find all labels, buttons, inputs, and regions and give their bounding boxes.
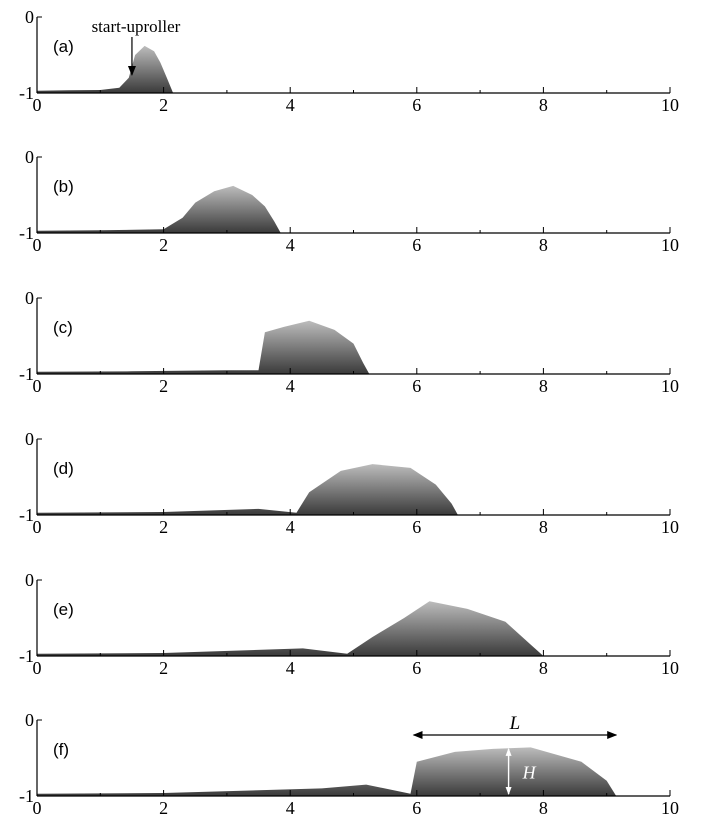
length-label: L (509, 713, 521, 734)
x-tick-label: 0 (33, 658, 42, 678)
current-profile (37, 185, 281, 233)
y-tick-label: -1 (19, 364, 34, 384)
y-tick-label: 0 (25, 147, 34, 167)
x-tick-label: 8 (539, 235, 548, 255)
x-tick-label: 4 (286, 517, 295, 537)
x-tick-label: 2 (159, 517, 168, 537)
x-tick-label: 4 (286, 798, 295, 818)
current-profile (37, 464, 458, 515)
panel: 0 2 4 6 8 10-10(c) (19, 288, 679, 396)
panel: 0 2 4 6 8 10-10(a)start-uproller (19, 7, 679, 115)
x-tick-label: 0 (33, 235, 42, 255)
x-tick-label: 6 (412, 376, 421, 396)
y-tick-label: 0 (25, 429, 34, 449)
x-tick-label: 0 (33, 95, 42, 115)
panel: 0 2 4 6 8 10-10(b) (19, 147, 679, 255)
x-tick-label: 10 (661, 517, 679, 537)
x-tick-label: 10 (661, 658, 679, 678)
x-tick-label: 6 (412, 517, 421, 537)
current-profile (37, 601, 544, 656)
x-tick-label: 10 (661, 376, 679, 396)
current-profile (37, 320, 370, 374)
x-tick-label: 10 (661, 95, 679, 115)
x-tick-label: 8 (539, 517, 548, 537)
current-profile (37, 45, 174, 93)
x-tick-label: 0 (33, 517, 42, 537)
y-tick-label: -1 (19, 505, 34, 525)
panel-label: (f) (53, 740, 69, 759)
y-tick-label: 0 (25, 288, 34, 308)
x-tick-label: 6 (412, 235, 421, 255)
start-uproller-label: start-uproller (92, 17, 181, 36)
x-tick-label: 4 (286, 376, 295, 396)
x-tick-label: 8 (539, 798, 548, 818)
panel-label: (e) (53, 600, 74, 619)
height-label: H (522, 762, 537, 782)
x-tick-label: 4 (286, 658, 295, 678)
x-tick-label: 4 (286, 95, 295, 115)
x-tick-label: 2 (159, 376, 168, 396)
panel-label: (a) (53, 37, 74, 56)
x-tick-label: 6 (412, 798, 421, 818)
x-tick-label: 2 (159, 798, 168, 818)
y-tick-label: -1 (19, 223, 34, 243)
x-tick-label: 10 (661, 798, 679, 818)
x-tick-label: 6 (412, 658, 421, 678)
x-tick-label: 2 (159, 95, 168, 115)
x-tick-label: 8 (539, 376, 548, 396)
x-tick-label: 8 (539, 95, 548, 115)
x-tick-label: 0 (33, 376, 42, 396)
y-tick-label: -1 (19, 83, 34, 103)
x-tick-label: 6 (412, 95, 421, 115)
x-tick-label: 2 (159, 235, 168, 255)
y-tick-label: 0 (25, 710, 34, 730)
panel: 0 2 4 6 8 10-10(d) (19, 429, 679, 537)
panel-label: (c) (53, 318, 73, 337)
y-tick-label: -1 (19, 646, 34, 666)
y-tick-label: 0 (25, 570, 34, 590)
y-tick-label: 0 (25, 7, 34, 27)
x-tick-label: 10 (661, 235, 679, 255)
panel-label: (b) (53, 177, 74, 196)
x-tick-label: 8 (539, 658, 548, 678)
x-tick-label: 2 (159, 658, 168, 678)
x-tick-label: 0 (33, 798, 42, 818)
y-tick-label: -1 (19, 786, 34, 806)
panel-label: (d) (53, 459, 74, 478)
x-tick-label: 4 (286, 235, 295, 255)
panel: 0 2 4 6 8 10-10(f)LH (19, 710, 679, 818)
panel: 0 2 4 6 8 10-10(e) (19, 570, 679, 678)
current-profile (37, 747, 617, 796)
